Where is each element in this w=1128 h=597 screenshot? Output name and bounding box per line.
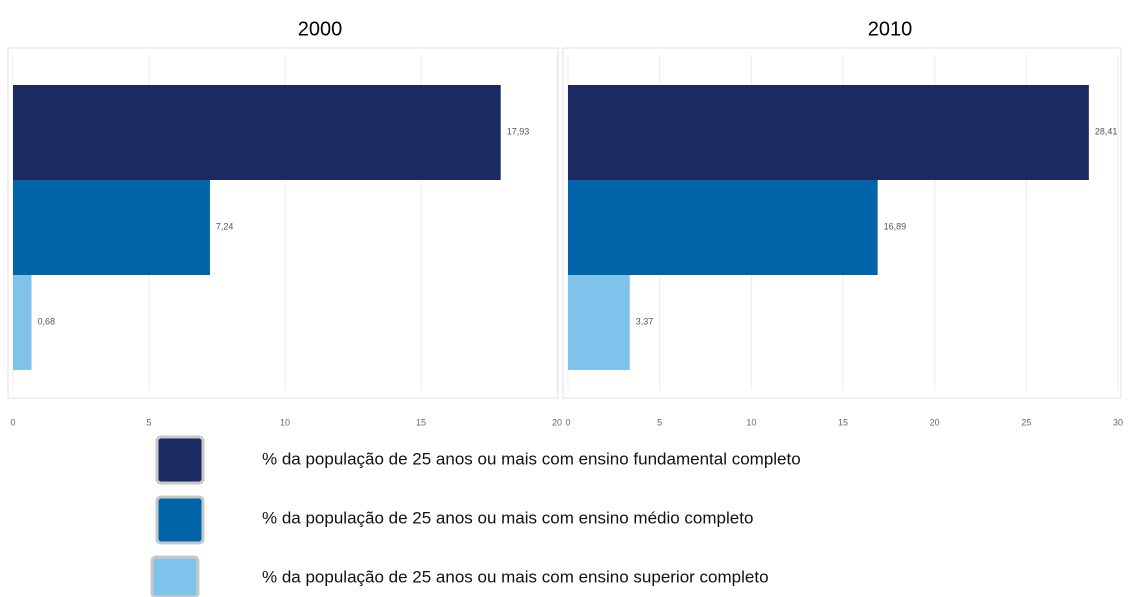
x-tick-label: 20 <box>930 417 940 427</box>
bar <box>568 275 630 370</box>
value-label: 3,37 <box>636 316 654 326</box>
x-tick-label: 10 <box>280 417 290 427</box>
bar <box>568 85 1089 180</box>
x-tick-label: 15 <box>416 417 426 427</box>
value-label: 7,24 <box>216 221 234 231</box>
x-tick-label: 5 <box>146 417 151 427</box>
x-tick-label: 15 <box>838 417 848 427</box>
value-label: 28,41 <box>1095 126 1118 136</box>
legend-label: % da população de 25 anos ou mais com en… <box>262 508 753 527</box>
legend-swatch <box>155 435 205 485</box>
x-tick-label: 30 <box>1113 417 1123 427</box>
bar <box>568 180 878 275</box>
plot-frame <box>562 47 1122 399</box>
value-label: 0,68 <box>37 316 55 326</box>
x-tick-label: 20 <box>552 417 562 427</box>
value-label: 17,93 <box>507 126 530 136</box>
legend-swatch <box>155 495 205 545</box>
value-label: 16,89 <box>884 221 907 231</box>
chart-title: 2010 <box>868 18 913 40</box>
bar <box>13 85 501 180</box>
legend-swatch <box>150 555 200 597</box>
x-tick-label: 10 <box>746 417 756 427</box>
x-tick-label: 0 <box>565 417 570 427</box>
plot-frame <box>7 47 559 399</box>
x-tick-label: 0 <box>10 417 15 427</box>
x-tick-label: 25 <box>1021 417 1031 427</box>
bar <box>13 275 32 370</box>
bar <box>13 180 210 275</box>
x-tick-label: 5 <box>657 417 662 427</box>
legend-label: % da população de 25 anos ou mais com en… <box>262 449 801 468</box>
chart-title: 2000 <box>298 18 343 40</box>
legend-label: % da população de 25 anos ou mais com en… <box>262 567 769 586</box>
